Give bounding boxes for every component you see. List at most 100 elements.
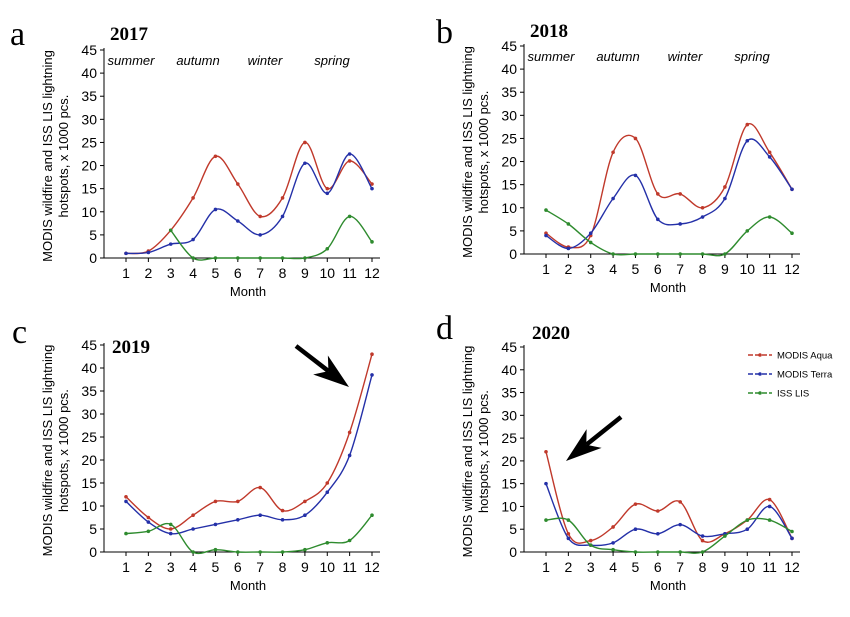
x-tick-label: 6: [654, 261, 662, 277]
season-label: summer: [528, 49, 576, 64]
data-point: [633, 527, 638, 532]
data-point: [347, 538, 352, 543]
data-point: [544, 518, 548, 522]
data-point: [236, 550, 240, 554]
data-point: [370, 186, 374, 191]
x-tick-label: 2: [564, 261, 572, 277]
season-label: autumn: [596, 49, 639, 64]
y-tick-label: 20: [501, 154, 517, 170]
legend: MODIS Aqua MODIS Terra ISS LIS: [748, 351, 833, 400]
x-axis-title: Month: [230, 578, 266, 593]
x-tick-label: 8: [279, 265, 287, 281]
y-axis-title: MODIS wildfire and ISS LIS lightning: [40, 345, 55, 557]
arrow-annotation-c-head: [313, 355, 349, 387]
y-tick-label: 0: [509, 246, 517, 262]
y-tick-label: 10: [501, 498, 517, 514]
data-point: [236, 256, 240, 260]
data-point: [745, 138, 750, 143]
y-tick-label: 10: [81, 498, 97, 514]
data-point: [303, 256, 307, 260]
y-tick-label: 35: [81, 88, 97, 104]
legend-label: MODIS Aqua: [777, 351, 833, 362]
x-tick-label: 7: [256, 265, 264, 281]
x-axis-title: Month: [230, 284, 266, 299]
x-axis-title: Month: [650, 578, 686, 593]
data-point: [303, 140, 307, 145]
x-tick-label: 7: [676, 261, 684, 277]
chart-title: 2020: [532, 323, 570, 344]
data-point: [280, 550, 285, 554]
arrow-annotation-d-shaft: [584, 415, 623, 447]
data-point: [611, 547, 615, 552]
data-point: [258, 485, 262, 490]
data-point: [347, 453, 352, 458]
x-tick-label: 5: [212, 265, 220, 281]
y-tick-label: 15: [81, 475, 97, 491]
x-tick-label: 3: [167, 559, 175, 575]
x-tick-label: 6: [654, 559, 662, 575]
data-point: [611, 252, 615, 256]
x-tick-label: 10: [319, 559, 335, 575]
data-point: [588, 538, 593, 543]
y-tick-label: 15: [501, 476, 517, 492]
x-tick-label: 3: [587, 261, 595, 277]
y-tick-label: 40: [81, 65, 97, 81]
data-point: [347, 159, 352, 163]
y-tick-label: 25: [501, 130, 517, 146]
data-point: [236, 182, 240, 186]
data-point: [678, 192, 682, 196]
y-tick-label: 10: [501, 200, 517, 216]
data-point: [544, 208, 548, 212]
data-point: [236, 518, 240, 522]
y-tick-label: 0: [89, 544, 97, 560]
data-point: [745, 122, 750, 127]
y-tick-label: 0: [509, 544, 517, 560]
data-point: [303, 547, 307, 552]
data-point: [146, 250, 151, 255]
data-point: [168, 531, 173, 536]
y-tick-label: 45: [501, 38, 517, 54]
x-tick-label: 5: [632, 261, 640, 277]
data-point: [168, 527, 173, 531]
x-tick-label: 4: [189, 559, 197, 575]
data-point: [191, 513, 195, 517]
panel-letter: d: [436, 310, 453, 347]
season-label: summer: [108, 53, 156, 68]
data-point: [213, 499, 218, 504]
y-tick-label: 45: [81, 337, 97, 353]
legend-marker: [758, 391, 762, 395]
data-point: [325, 191, 330, 196]
data-point: [280, 508, 285, 513]
season-label: winter: [248, 53, 283, 68]
x-tick-label: 8: [699, 559, 707, 575]
x-tick-label: 2: [564, 559, 572, 575]
x-tick-label: 11: [342, 559, 357, 575]
x-tick-label: 10: [739, 261, 755, 277]
y-tick-label: 40: [501, 362, 517, 378]
data-point: [790, 231, 794, 235]
data-point: [325, 541, 330, 545]
x-tick-label: 4: [609, 559, 617, 575]
data-point: [633, 550, 638, 554]
data-point: [325, 481, 330, 485]
season-label: winter: [668, 49, 703, 64]
data-point: [280, 256, 285, 260]
y-axis-title: hotspots, x 1000 pcs.: [476, 91, 491, 214]
chart-title: 2018: [530, 21, 568, 42]
data-point: [633, 252, 638, 256]
data-point: [191, 256, 195, 260]
chart-title: 2019: [112, 337, 150, 358]
x-tick-label: 12: [364, 559, 380, 575]
data-point: [700, 205, 705, 210]
data-point: [723, 252, 727, 256]
x-tick-label: 8: [699, 261, 707, 277]
data-point: [168, 522, 173, 527]
data-point: [678, 550, 682, 554]
data-point: [566, 518, 571, 522]
data-point: [745, 518, 750, 522]
y-tick-label: 5: [509, 223, 517, 239]
x-tick-label: 2: [144, 265, 152, 281]
data-point: [370, 352, 374, 357]
x-tick-label: 7: [676, 559, 684, 575]
